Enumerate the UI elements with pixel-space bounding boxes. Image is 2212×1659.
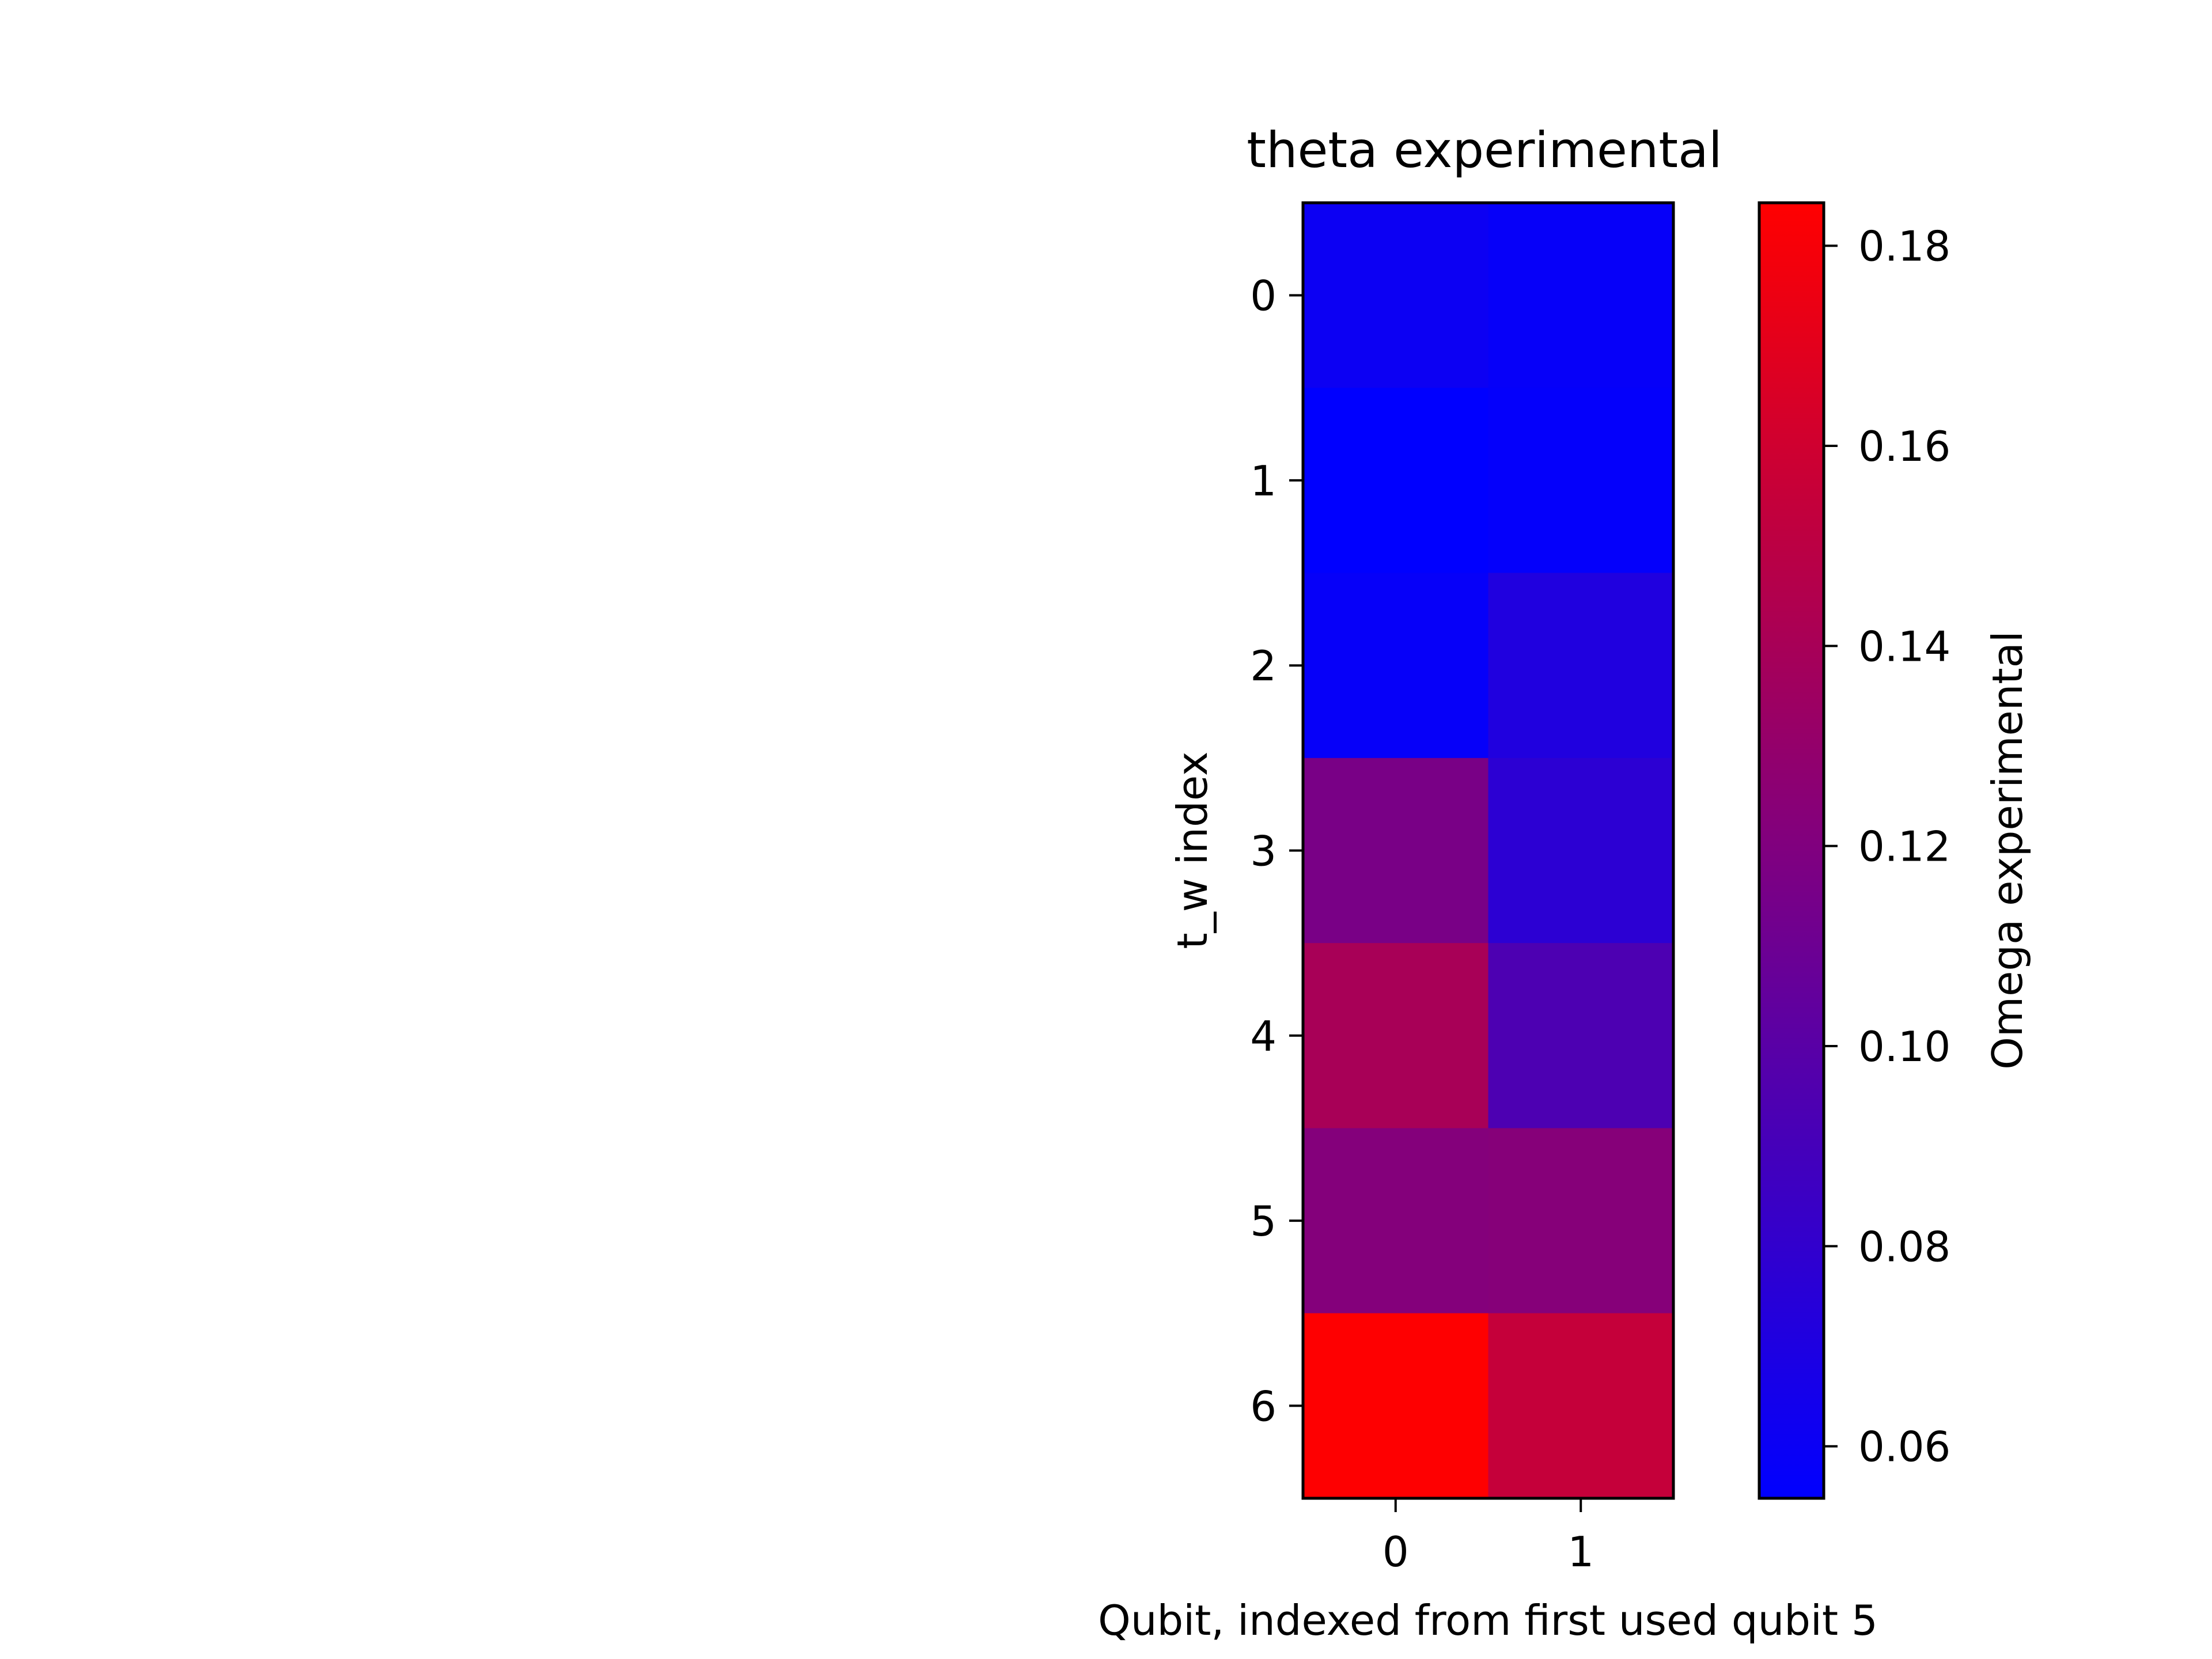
heatmap-cell: [1303, 573, 1488, 759]
heatmap-cell: [1488, 757, 1674, 944]
colorbar-tick-label: 0.06: [1858, 1423, 1950, 1471]
y-tick-label: 0: [1250, 272, 1277, 320]
heatmap-cell: [1488, 573, 1674, 759]
heatmap-cell: [1488, 1313, 1674, 1499]
chart-title: theta experimental: [1247, 122, 1722, 179]
heatmap-cell: [1488, 1128, 1674, 1314]
y-tick-label: 4: [1250, 1012, 1277, 1060]
heatmap-cells: [1303, 203, 1674, 1499]
heatmap-cell: [1303, 757, 1488, 944]
heatmap-cell: [1303, 388, 1488, 574]
y-axis-label: t_w index: [1168, 752, 1217, 949]
heatmap-cell: [1488, 943, 1674, 1128]
heatmap-cell: [1488, 203, 1674, 388]
y-tick-label: 6: [1250, 1382, 1277, 1430]
heatmap-cell: [1488, 388, 1674, 574]
colorbar-tick-label: 0.08: [1858, 1222, 1950, 1271]
x-axis-label: Qubit, indexed from first used qubit 5: [1098, 1596, 1878, 1645]
colorbar-tick-label: 0.16: [1858, 422, 1950, 471]
y-tick-label: 5: [1250, 1197, 1277, 1245]
colorbar: [1758, 201, 1825, 1500]
colorbar-tick-label: 0.18: [1858, 222, 1950, 271]
heatmap-cell: [1303, 1313, 1488, 1499]
heatmap-cell: [1303, 943, 1488, 1128]
heatmap-cell: [1303, 1128, 1488, 1314]
heatmap-cell: [1303, 203, 1488, 388]
y-tick-label: 1: [1250, 457, 1277, 505]
colorbar-tick-label: 0.12: [1858, 823, 1950, 871]
y-axis-ticks: 0 1 2 3 4 5 6: [1250, 272, 1303, 1430]
colorbar-label: Omega experimental: [1983, 631, 2032, 1069]
colorbar-tick-label: 0.10: [1858, 1022, 1950, 1071]
y-tick-label: 3: [1250, 827, 1277, 876]
colorbar-tick-label: 0.14: [1858, 622, 1950, 671]
x-tick-label: 1: [1567, 1528, 1594, 1576]
colorbar-ticks: 0.06 0.08 0.10 0.12 0.14 0.16 0.18: [1824, 222, 1950, 1471]
x-tick-label: 0: [1382, 1528, 1409, 1576]
y-tick-label: 2: [1250, 642, 1277, 690]
